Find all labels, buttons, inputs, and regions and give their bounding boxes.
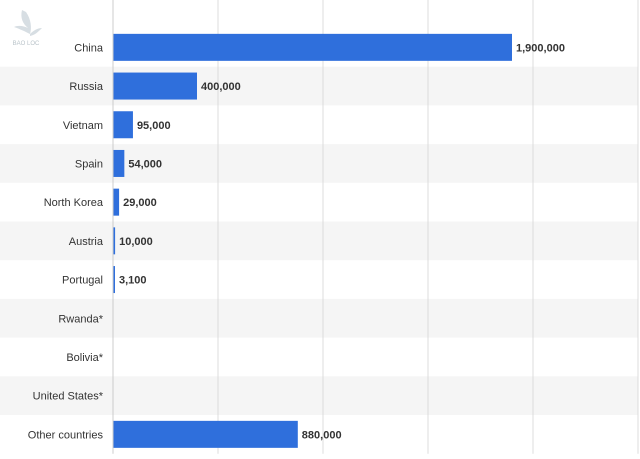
data-label: 400,000	[201, 81, 241, 93]
bar	[113, 188, 120, 216]
gridlines	[217, 0, 639, 454]
bar	[113, 111, 133, 139]
bar	[113, 420, 298, 448]
category-label: China	[74, 42, 104, 54]
data-label: 54,000	[128, 158, 162, 170]
category-label: Portugal	[62, 275, 103, 287]
row-bands	[0, 66, 638, 415]
bar	[113, 227, 116, 255]
data-label: 29,000	[123, 197, 157, 209]
category-label: Vietnam	[63, 120, 103, 132]
category-label: Other countries	[28, 429, 104, 441]
row-band	[0, 298, 638, 338]
data-label: 10,000	[119, 236, 153, 248]
category-label: Austria	[69, 236, 104, 248]
category-label: United States*	[33, 391, 104, 403]
value-labels: 1,900,000 400,000 95,000 54,000 29,000 10,000…	[119, 42, 565, 441]
bar	[113, 266, 115, 294]
bar	[113, 33, 512, 61]
row-band	[0, 221, 638, 261]
bar	[113, 149, 125, 177]
data-label: 3,100	[119, 275, 147, 287]
category-label: North Korea	[44, 197, 104, 209]
category-label: Russia	[69, 81, 104, 93]
data-label: 1,900,000	[516, 42, 565, 54]
row-band	[0, 144, 638, 183]
category-labels: China Russia Vietnam Spain North Korea Austri…	[28, 42, 104, 441]
row-band	[0, 66, 638, 106]
category-label: Rwanda*	[58, 313, 103, 325]
category-label: Bolivia*	[66, 352, 103, 364]
category-label: Spain	[75, 158, 103, 170]
data-label: 880,000	[302, 429, 342, 441]
bar	[113, 72, 197, 100]
bars	[113, 33, 512, 448]
row-band	[0, 376, 638, 415]
logo-text: BAO LOC	[13, 41, 40, 47]
bird-logo-icon: BAO LOC	[13, 10, 42, 47]
data-label: 95,000	[137, 120, 171, 132]
